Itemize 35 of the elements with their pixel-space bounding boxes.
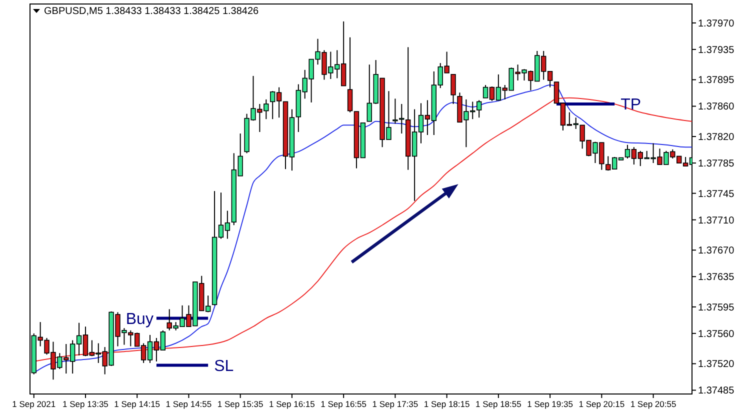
x-tick-label: 1 Sep 18:55 <box>476 399 522 409</box>
x-tick-label: 1 Sep 15:35 <box>217 399 264 409</box>
y-tick-label: 1.37560 <box>698 328 735 340</box>
y-tick-label: 1.37745 <box>698 188 735 200</box>
x-tick-label: 1 Sep 2021 <box>12 399 56 409</box>
x-tick-label: 1 Sep 20:55 <box>630 399 676 409</box>
y-tick-label: 1.37520 <box>698 359 735 370</box>
candlestick <box>347 36 353 113</box>
x-tick-label: 1 Sep 16:15 <box>269 399 316 409</box>
y-tick-label: 1.37820 <box>698 132 735 144</box>
candlestick <box>450 74 456 104</box>
annotation: TP <box>620 96 642 114</box>
y-tick-label: 1.37670 <box>698 246 735 257</box>
y-tick-label: 1.37710 <box>698 215 735 226</box>
x-tick-label: 1 Sep 18:15 <box>424 399 470 409</box>
y-tick-label: 1.37785 <box>698 158 735 170</box>
y-tick-label: 1.37635 <box>698 272 735 284</box>
annotation: Buy <box>126 310 154 328</box>
y-tick-label: 1.37485 <box>698 386 735 397</box>
x-tick-label: 1 Sep 19:35 <box>527 399 574 409</box>
x-tick-label: 1 Sep 17:35 <box>372 399 418 409</box>
candlestick <box>392 98 398 124</box>
x-tick-label: 1 Sep 14:55 <box>166 399 212 409</box>
y-tick-label: 1.37860 <box>698 102 735 113</box>
x-tick-label: 1 Sep 20:15 <box>578 399 625 409</box>
annotation: SL <box>214 358 234 375</box>
chart-title: GBPUSD,M5 1.38433 1.38433 1.38425 1.38426 <box>44 6 260 17</box>
x-tick-label: 1 Sep 14:15 <box>114 399 160 409</box>
x-tick-label: 1 Sep 13:35 <box>62 399 109 409</box>
y-tick-label: 1.37895 <box>698 75 735 86</box>
y-tick-label: 1.37970 <box>698 18 735 30</box>
y-tick-label: 1.37935 <box>698 44 735 56</box>
y-tick-label: 1.37595 <box>698 302 735 314</box>
x-tick-label: 1 Sep 16:55 <box>320 399 367 409</box>
candlestick <box>476 100 482 118</box>
